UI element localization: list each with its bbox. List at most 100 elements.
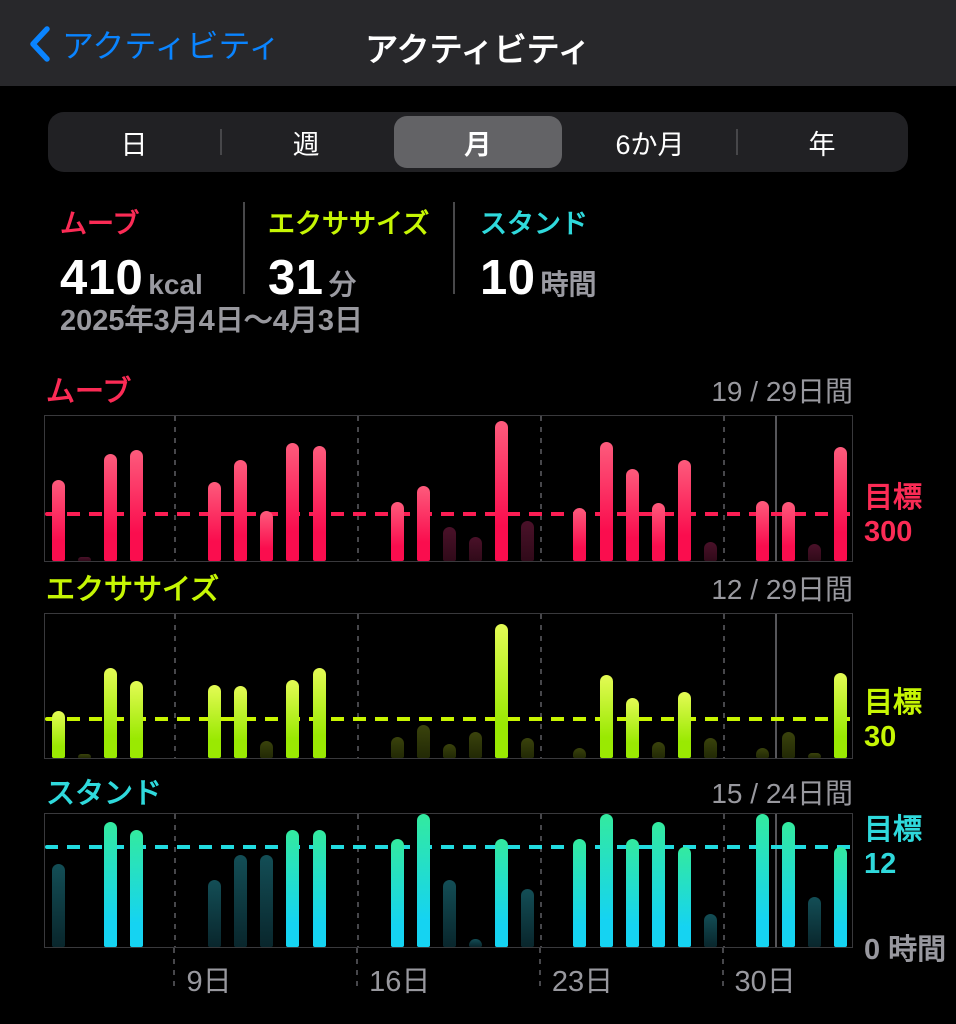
tab-year[interactable]: 年 xyxy=(736,112,908,172)
month-boundary-gridline xyxy=(774,416,777,561)
stand-days-met: 15 / 24日間 xyxy=(711,778,853,809)
x-axis-gridline-stub xyxy=(173,948,176,988)
move-summary: ムーブ 410 kcal xyxy=(60,202,203,306)
move-bar-3/7 xyxy=(129,450,143,561)
tab-day[interactable]: 日 xyxy=(48,112,220,172)
stand-bar-3/29 xyxy=(703,913,717,947)
stand-chart-title: スタンド xyxy=(46,778,163,810)
stand-bar-3/20 xyxy=(469,938,483,947)
stand-bar-3/31 xyxy=(756,813,770,947)
exercise-bar-4/3 xyxy=(834,673,848,758)
move-bar-3/10 xyxy=(208,482,222,561)
exercise-bar-3/18 xyxy=(416,725,430,758)
exercise-bar-3/13 xyxy=(286,679,300,758)
exercise-bar-3/25 xyxy=(599,674,613,758)
tab-6months[interactable]: 6か月 xyxy=(564,112,736,172)
summary-divider xyxy=(243,202,245,294)
move-bar-3/4 xyxy=(51,479,65,561)
move-bar-3/20 xyxy=(469,537,483,561)
summary-divider xyxy=(453,202,455,294)
segment-divider xyxy=(736,129,738,155)
time-range-segmented-control: 日 週 月 6か月 年 xyxy=(48,112,908,172)
move-bar-3/12 xyxy=(260,511,274,561)
week-gridline xyxy=(174,614,177,758)
exercise-bar-3/28 xyxy=(677,691,691,758)
stand-bar-3/11 xyxy=(234,855,248,947)
exercise-goal-label: 目標 30 xyxy=(864,687,923,753)
stand-summary-value: 10 xyxy=(480,251,536,305)
back-chevron-icon xyxy=(30,26,50,62)
exercise-bar-3/12 xyxy=(260,741,274,758)
exercise-summary: エクササイズ 31 分 xyxy=(268,202,429,306)
x-axis-gridline-stub xyxy=(721,948,724,988)
date-range: 2025年3月4日〜4月3日 xyxy=(60,305,364,337)
move-bar-3/26 xyxy=(625,469,639,561)
month-boundary-gridline xyxy=(774,614,777,758)
stand-chart-plot[interactable] xyxy=(44,813,853,948)
exercise-bar-3/21 xyxy=(495,623,509,758)
exercise-chart-plot[interactable] xyxy=(44,613,853,759)
exercise-bar-3/24 xyxy=(573,747,587,758)
stand-bar-3/10 xyxy=(208,880,222,947)
stand-bar-3/14 xyxy=(312,830,326,947)
exercise-bar-3/17 xyxy=(390,737,404,758)
exercise-bar-3/14 xyxy=(312,668,326,758)
week-gridline xyxy=(539,814,542,947)
move-bar-3/22 xyxy=(521,521,535,561)
week-gridline xyxy=(357,416,360,561)
move-bar-3/5 xyxy=(77,556,91,561)
move-summary-unit: kcal xyxy=(148,269,203,300)
exercise-days-met: 12 / 29日間 xyxy=(711,574,853,605)
move-goal-line xyxy=(45,512,852,516)
stand-bar-3/19 xyxy=(443,880,456,947)
stand-bar-3/21 xyxy=(495,838,509,947)
exercise-bar-3/26 xyxy=(625,698,639,758)
week-gridline xyxy=(722,814,725,947)
tab-week[interactable]: 週 xyxy=(220,112,392,172)
stand-bar-3/13 xyxy=(286,830,300,947)
move-goal-label: 目標 300 xyxy=(864,482,923,548)
tab-month[interactable]: 月 xyxy=(392,112,564,172)
stand-zero-label: 0 時間 xyxy=(864,934,947,966)
move-days-met: 19 / 29日間 xyxy=(711,376,853,407)
stand-bar-3/25 xyxy=(599,813,613,947)
move-bar-4/1 xyxy=(782,502,796,561)
exercise-summary-unit: 分 xyxy=(328,269,357,300)
stand-bar-3/7 xyxy=(129,830,143,947)
move-chart-plot[interactable] xyxy=(44,415,853,562)
move-summary-value: 410 xyxy=(60,251,144,305)
stand-bar-3/17 xyxy=(390,838,404,947)
stand-bar-3/22 xyxy=(521,888,535,947)
exercise-bar-3/22 xyxy=(521,738,535,758)
week-gridline xyxy=(174,814,177,947)
stand-bar-3/18 xyxy=(416,813,430,947)
move-bar-3/28 xyxy=(677,460,691,561)
move-bar-3/19 xyxy=(443,527,456,561)
stand-bar-4/3 xyxy=(834,847,848,947)
segment-divider xyxy=(220,129,222,155)
x-axis-gridline-stub xyxy=(356,948,359,988)
back-button[interactable]: アクティビティ xyxy=(28,21,281,67)
x-axis-label: 23日 xyxy=(551,966,614,998)
move-bar-4/3 xyxy=(834,447,848,561)
week-gridline xyxy=(722,416,725,561)
exercise-bar-3/10 xyxy=(208,685,222,758)
page-title: アクティビティ xyxy=(365,31,591,68)
stand-bar-3/24 xyxy=(573,838,587,947)
move-bar-3/29 xyxy=(703,542,717,561)
x-axis-gridline-stub xyxy=(538,948,541,988)
stand-bar-4/2 xyxy=(808,897,822,947)
week-gridline xyxy=(174,416,177,561)
exercise-summary-value: 31 xyxy=(268,251,324,305)
navigation-bar: アクティビティ アクティビティ xyxy=(0,0,956,86)
move-bar-3/6 xyxy=(103,453,117,561)
back-button-label: アクティビティ xyxy=(62,28,281,64)
stand-goal-label: 目標 12 xyxy=(864,814,923,880)
exercise-goal-line xyxy=(45,716,852,721)
week-gridline xyxy=(539,614,542,758)
stand-bar-4/1 xyxy=(782,822,796,947)
stand-goal-line xyxy=(45,845,852,849)
move-bar-3/24 xyxy=(573,508,587,561)
move-bar-3/21 xyxy=(495,421,509,561)
exercise-bar-3/19 xyxy=(443,743,456,758)
